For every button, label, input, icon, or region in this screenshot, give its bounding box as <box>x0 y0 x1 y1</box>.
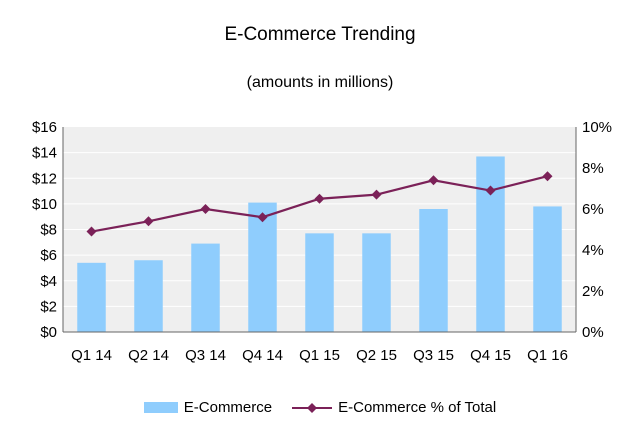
bar-ecommerce <box>419 209 448 332</box>
x-tick-label: Q3 15 <box>413 347 454 364</box>
x-tick-label: Q2 14 <box>128 347 169 364</box>
bar-ecommerce <box>362 233 391 332</box>
legend-item-percent: E-Commerce % of Total <box>292 399 496 416</box>
bar-ecommerce <box>533 206 562 332</box>
legend-label-ecommerce: E-Commerce <box>184 399 272 416</box>
y-left-tick-label: $10 <box>32 196 57 213</box>
y-left-tick-label: $6 <box>40 247 57 264</box>
y-right-tick-label: 0% <box>582 324 604 341</box>
y-right-tick-label: 6% <box>582 201 604 218</box>
bar-ecommerce <box>191 244 220 332</box>
x-tick-label: Q1 14 <box>71 347 112 364</box>
y-right-tick-label: 4% <box>582 242 604 259</box>
legend: E-Commerce E-Commerce % of Total <box>0 399 640 416</box>
x-tick-label: Q2 15 <box>356 347 397 364</box>
x-tick-label: Q4 14 <box>242 347 283 364</box>
y-left-tick-label: $8 <box>40 222 57 239</box>
x-tick-label: Q4 15 <box>470 347 511 364</box>
bar-ecommerce <box>134 260 163 332</box>
y-left-tick-label: $2 <box>40 298 57 315</box>
x-tick-label: Q1 15 <box>299 347 340 364</box>
legend-label-percent: E-Commerce % of Total <box>338 399 496 416</box>
x-tick-label: Q3 14 <box>185 347 226 364</box>
y-right-tick-label: 8% <box>582 160 604 177</box>
legend-item-ecommerce: E-Commerce <box>144 399 272 416</box>
bar-ecommerce <box>476 156 505 332</box>
y-left-tick-label: $16 <box>32 119 57 136</box>
y-left-tick-label: $14 <box>32 145 57 162</box>
y-left-tick-label: $4 <box>40 273 57 290</box>
x-tick-label: Q1 16 <box>527 347 568 364</box>
bar-ecommerce <box>77 263 106 332</box>
y-right-tick-label: 10% <box>582 119 612 136</box>
bar-ecommerce <box>305 233 334 332</box>
legend-line-swatch <box>292 401 332 415</box>
legend-bar-swatch <box>144 402 178 413</box>
y-right-tick-label: 2% <box>582 283 604 300</box>
y-left-tick-label: $12 <box>32 170 57 187</box>
y-left-tick-label: $0 <box>40 324 57 341</box>
